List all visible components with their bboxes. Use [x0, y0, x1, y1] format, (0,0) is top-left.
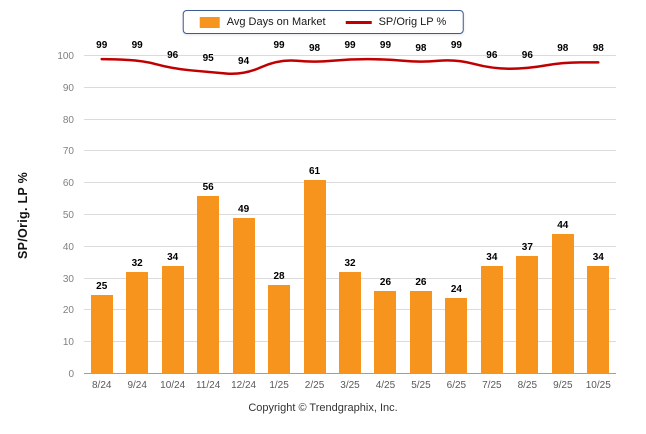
x-axis: 8/24 9/24 10/24 11/24 12/24 1/25 2/25 3/25 4/25 5…	[84, 380, 616, 394]
x-tick-label: 2/25	[304, 380, 325, 391]
x-tick-label: 3/25	[340, 380, 360, 391]
gridline	[84, 118, 616, 120]
line-value-label: 98	[557, 43, 569, 55]
bar-8/24	[90, 294, 113, 374]
y-tick-label: 0	[68, 369, 74, 380]
x-tick-label: 9/24	[127, 380, 147, 391]
bar-9/24	[126, 272, 149, 374]
x-tick-label: 9/25	[553, 380, 573, 391]
bar-value-label: 34	[486, 251, 498, 263]
y-tick-label: 90	[62, 82, 74, 94]
gridline	[84, 245, 616, 247]
legend: Avg Days on Market SP/Orig LP %	[182, 10, 464, 34]
labels-layer: 25 32 34 56 49 28 61 32 26 26 24 34 37 44 34 99 99 96 95 94…	[84, 40, 616, 374]
bar-value-label: 44	[557, 220, 569, 232]
line-series-swatch	[345, 20, 372, 24]
bar-8/25	[516, 256, 539, 374]
bar-12/24	[232, 218, 255, 374]
bar-10/25	[587, 265, 610, 374]
bar-11/24	[197, 195, 220, 374]
bar-value-label: 25	[96, 280, 108, 292]
line-value-label: 99	[450, 40, 462, 52]
bar-value-label: 56	[202, 181, 214, 193]
line-value-label: 98	[308, 43, 321, 55]
y-tick-label: 60	[62, 178, 74, 190]
y-axis-title: SP/Orig. LP %	[16, 171, 30, 259]
bar-10/24	[161, 265, 184, 374]
y-tick-label: 70	[62, 146, 74, 158]
x-tick-label: 8/24	[91, 380, 112, 391]
gridline	[84, 182, 616, 184]
line-series-label: SP/Orig LP %	[378, 16, 447, 28]
line-value-label: 99	[273, 40, 285, 52]
x-tick-label: 11/24	[195, 380, 221, 391]
y-axis: 0 10 20 30 40 50 60 70 80 90 100	[38, 51, 78, 380]
line-value-label: 96	[167, 49, 179, 61]
bar-value-label: 34	[592, 251, 604, 263]
x-tick-label: 4/25	[375, 380, 396, 391]
bar-value-label: 61	[308, 166, 321, 178]
y-tick-label: 10	[62, 337, 74, 349]
line-value-label: 98	[592, 43, 604, 55]
bar-series-label: Avg Days on Market	[226, 16, 326, 28]
y-tick-label: 30	[62, 273, 74, 285]
x-tick-label: 6/25	[446, 380, 467, 391]
bar-6/25	[445, 297, 468, 374]
y-tick-label: 100	[57, 51, 74, 62]
bar-4/25	[374, 291, 397, 374]
x-tick-label: 7/25	[482, 380, 502, 391]
legend-item-bar: Avg Days on Market	[199, 16, 326, 28]
gridline	[84, 86, 616, 88]
line-value-label: 98	[415, 43, 427, 55]
x-tick-label: 8/25	[517, 380, 538, 391]
line-value-label: 99	[131, 40, 143, 52]
bar-value-label: 26	[379, 277, 392, 289]
gridline	[84, 214, 616, 215]
bar-1/25	[268, 284, 291, 374]
copyright-text: Copyright © Trendgraphix, Inc.	[248, 402, 398, 414]
y-tick-label: 40	[62, 241, 74, 253]
plot-area: 25 32 34 56 49 28 61 32 26 26 24 34 37 44 34 99 99 96 95 94…	[84, 40, 616, 374]
y-tick-label: 80	[62, 114, 74, 126]
line-value-label: 95	[202, 52, 214, 64]
bar-value-label: 32	[344, 258, 356, 270]
bar-series-swatch	[199, 16, 220, 28]
line-value-label: 99	[96, 40, 108, 52]
line-value-label: 99	[379, 40, 392, 52]
y-tick-label: 50	[62, 210, 74, 221]
x-tick-label: 5/25	[411, 380, 431, 391]
bar-9/25	[551, 234, 574, 374]
line-value-label: 94	[238, 56, 250, 68]
bar-value-label: 26	[415, 277, 427, 289]
line-value-label: 96	[521, 49, 533, 61]
line-value-label: 99	[344, 40, 356, 52]
bar-value-label: 37	[521, 242, 533, 254]
line-value-label: 96	[486, 49, 498, 61]
bar-3/25	[339, 272, 361, 374]
bar-value-label: 49	[238, 204, 250, 216]
bar-value-label: 32	[131, 258, 143, 270]
bar-value-label: 24	[450, 283, 462, 295]
bar-value-label: 28	[273, 270, 285, 282]
sp-orig-lp-line-layer	[100, 57, 600, 75]
bar-7/25	[480, 265, 503, 374]
gridline	[84, 150, 616, 152]
x-tick-label: 12/24	[231, 380, 257, 391]
x-tick-label: 1/25	[269, 380, 289, 391]
gridline	[84, 55, 616, 56]
legend-item-line: SP/Orig LP %	[345, 16, 447, 28]
bar-2/25	[303, 180, 326, 374]
x-tick-label: 10/25	[585, 380, 611, 391]
bars-layer	[84, 56, 616, 374]
bar-value-label: 34	[167, 251, 179, 263]
bar-5/25	[409, 291, 432, 374]
x-tick-label: 10/24	[160, 380, 186, 391]
y-tick-label: 20	[62, 305, 74, 317]
